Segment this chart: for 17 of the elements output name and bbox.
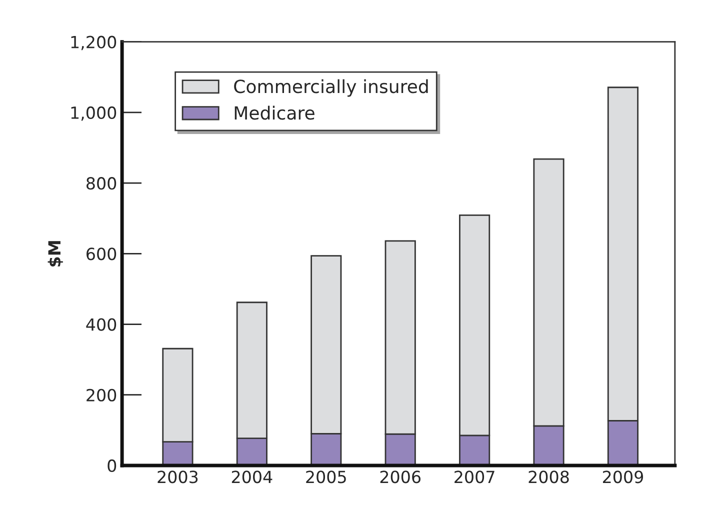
x-tick-label: 2004 <box>232 470 272 484</box>
y-tick-label: 800 <box>86 177 116 190</box>
x-tick-label: 2009 <box>602 470 644 484</box>
y-tick-label: 200 <box>86 388 116 402</box>
y-axis-title: $M <box>48 241 63 266</box>
y-tick-label: 1,200 <box>71 36 116 50</box>
x-tick-label: 2006 <box>380 470 421 484</box>
y-tick-label: 0 <box>108 459 116 472</box>
y-tick-label: 1,000 <box>71 106 116 121</box>
x-tick-label: 2005 <box>306 470 346 484</box>
x-tick-label: 2008 <box>528 470 569 484</box>
y-tick-label: 600 <box>86 248 116 260</box>
y-tick-label: 400 <box>86 318 116 331</box>
x-tick-label: 2003 <box>158 470 198 484</box>
legend-label: Commercially insured <box>234 79 428 97</box>
x-tick-label: 2007 <box>454 470 494 484</box>
legend-label: Medicare <box>234 106 314 120</box>
